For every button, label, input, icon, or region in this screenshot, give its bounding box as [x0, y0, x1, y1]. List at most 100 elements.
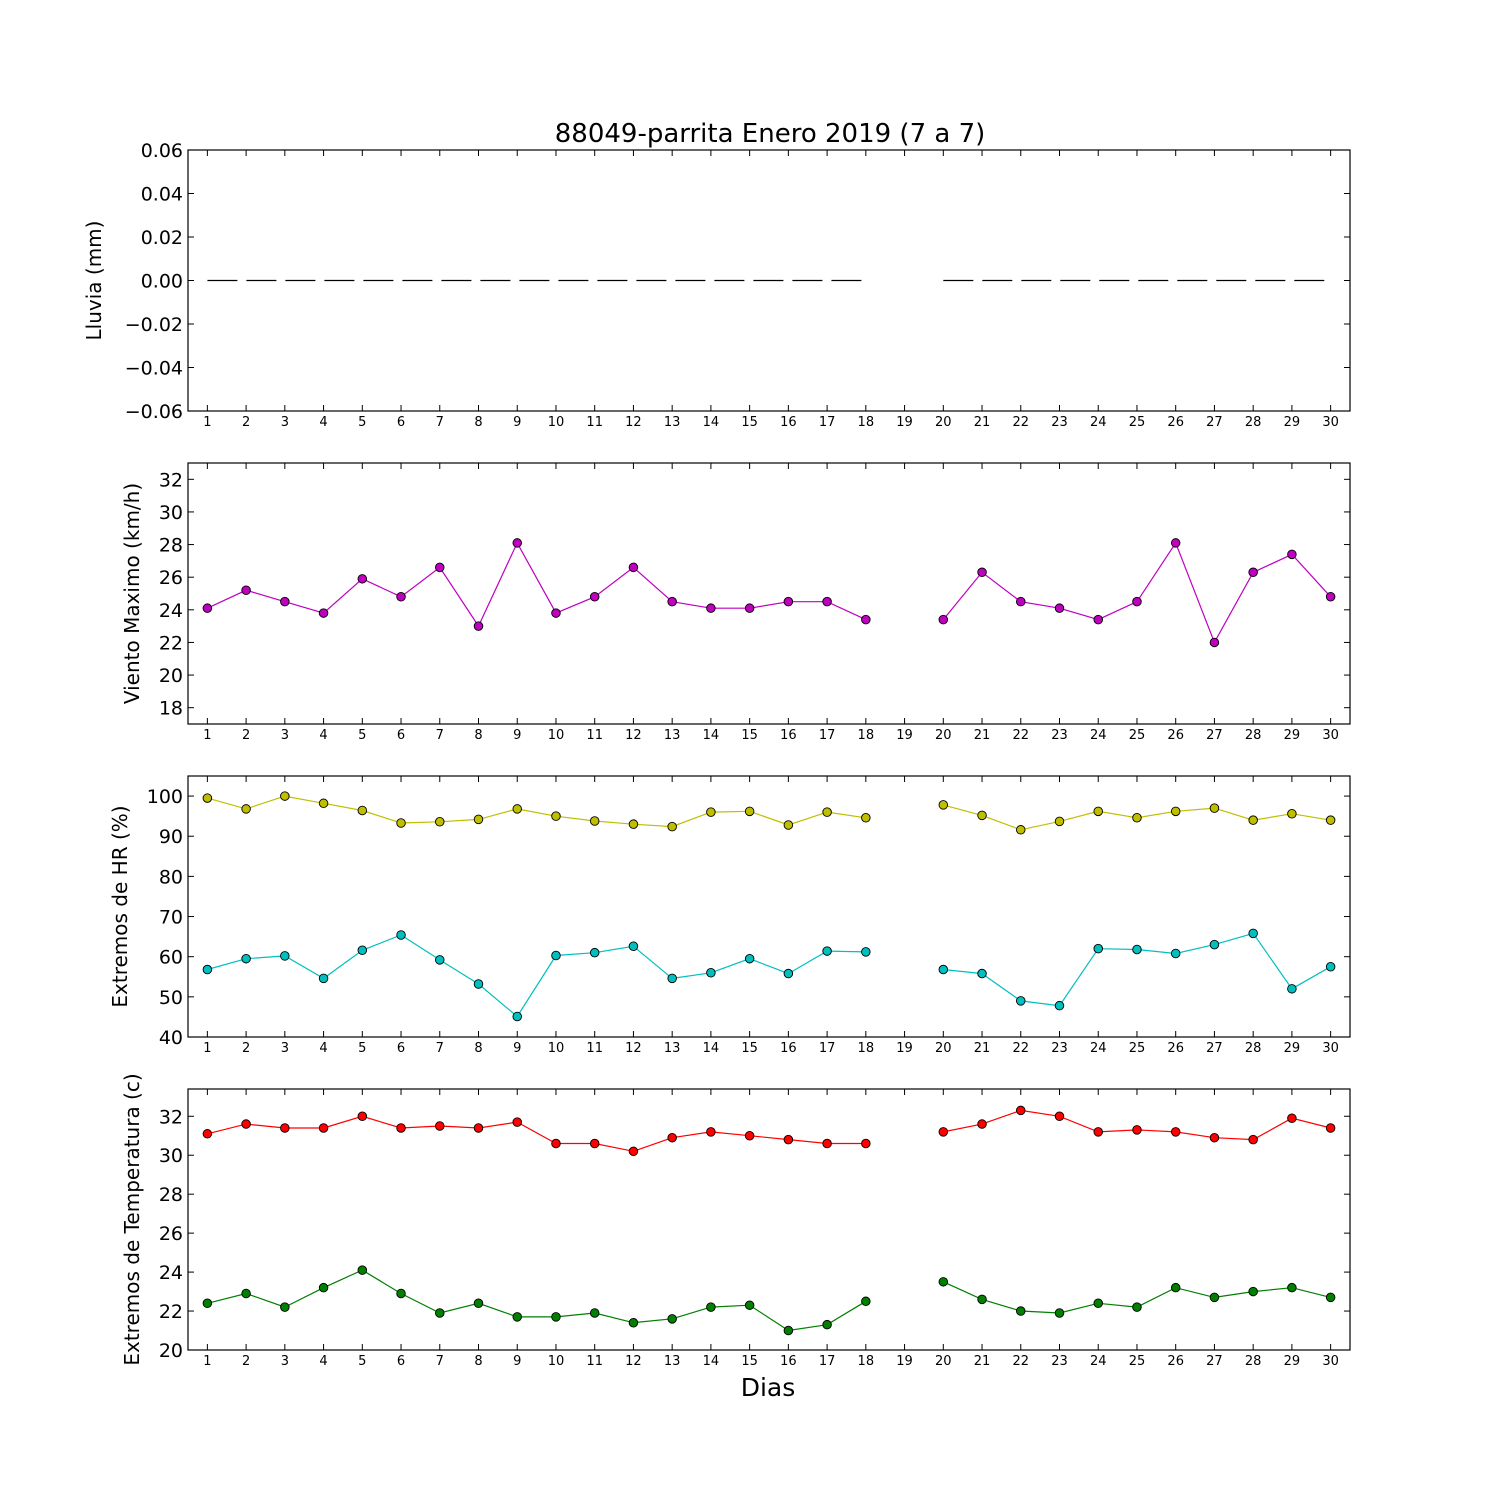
- data-point: [435, 817, 445, 827]
- data-point: [473, 1298, 484, 1309]
- data-point: [861, 1296, 871, 1307]
- data-point: [1170, 538, 1181, 548]
- x-tick-label: 6: [397, 1354, 405, 1369]
- x-tick-label: 14: [703, 1041, 720, 1056]
- x-tick-label: 28: [1245, 415, 1262, 430]
- data-point: [1093, 614, 1103, 625]
- x-tick-label: 23: [1051, 415, 1068, 430]
- x-tick-label: 28: [1245, 728, 1262, 743]
- data-point: [202, 603, 213, 613]
- data-point: [706, 1127, 716, 1137]
- x-tick-label: 16: [780, 728, 797, 743]
- x-tick-label: 12: [625, 415, 642, 430]
- x-tick-label: 15: [741, 1354, 758, 1369]
- data-point: [938, 1127, 949, 1137]
- x-tick-label: 12: [625, 728, 642, 743]
- data-point: [473, 979, 484, 989]
- data-point: [1287, 808, 1297, 819]
- data-point: [1287, 1113, 1297, 1123]
- data-point: [435, 955, 445, 965]
- x-tick-label: 29: [1284, 1354, 1301, 1369]
- data-point: [551, 1312, 561, 1322]
- x-tick-label: 13: [664, 415, 681, 430]
- x-tick-label: 28: [1245, 1041, 1262, 1056]
- x-tick-label: 21: [974, 1041, 991, 1056]
- data-point: [1248, 567, 1258, 578]
- data-point: [667, 596, 677, 607]
- x-tick-label: 1: [203, 728, 211, 743]
- data-point: [396, 930, 406, 940]
- x-tick-label: 27: [1206, 1041, 1223, 1056]
- x-tick-label: 2: [242, 728, 250, 743]
- x-tick-label: 4: [319, 1041, 327, 1056]
- data-point: [589, 592, 600, 602]
- data-point: [512, 1011, 522, 1022]
- x-tick-label: 21: [974, 728, 991, 743]
- data-point: [1093, 1127, 1103, 1137]
- x-tick-label: 19: [896, 728, 913, 743]
- x-tick-label: 8: [474, 415, 482, 430]
- data-point: [589, 1308, 600, 1318]
- data-point: [977, 1294, 987, 1305]
- data-point: [861, 614, 871, 625]
- panel-frame: [187, 1088, 1351, 1351]
- x-tick-label: 4: [319, 728, 327, 743]
- data-point: [1325, 1292, 1336, 1303]
- x-tick-label: 25: [1129, 1041, 1146, 1056]
- x-tick-label: 22: [1012, 1354, 1029, 1369]
- data-point: [744, 806, 755, 817]
- data-point: [1132, 1125, 1142, 1135]
- x-tick-label: 15: [741, 415, 758, 430]
- data-point: [1132, 596, 1142, 607]
- x-tick-label: 29: [1284, 1041, 1301, 1056]
- data-point: [861, 813, 871, 823]
- x-tick-label: 24: [1090, 728, 1107, 743]
- x-tick-label: 14: [703, 1354, 720, 1369]
- data-point: [357, 805, 368, 816]
- x-tick-label: 18: [858, 1041, 875, 1056]
- panels: 0.060.040.020.00−0.02−0.04−0.06 1 2 3 4 5 6 7 8 9…: [82, 140, 1351, 1369]
- data-point: [589, 1138, 600, 1149]
- series-line: [207, 1269, 867, 1332]
- x-tick-label: 2: [242, 1041, 250, 1056]
- y-tick-label: 22: [159, 1301, 183, 1323]
- data-point: [1209, 939, 1220, 950]
- x-tick-label: 17: [819, 415, 836, 430]
- panel-lluvia: 0.060.040.020.00−0.02−0.04−0.06 1 2 3 4 5 6 7 8 9…: [82, 140, 1351, 430]
- x-tick-label: 10: [548, 1354, 565, 1369]
- data-point: [1093, 1298, 1103, 1309]
- data-point: [280, 1302, 290, 1312]
- data-point: [396, 592, 406, 602]
- data-point: [435, 1121, 445, 1131]
- x-tick-label: 5: [358, 1041, 366, 1056]
- x-tick-label: 29: [1284, 728, 1301, 743]
- x-tick-label: 9: [513, 1354, 521, 1369]
- data-point: [744, 1130, 755, 1141]
- data-point: [241, 1288, 251, 1299]
- series-line: [207, 934, 866, 1018]
- x-tick-label: 1: [203, 1354, 211, 1369]
- x-tick-label: 6: [397, 1041, 405, 1056]
- x-tick-label: 11: [586, 415, 603, 430]
- x-tick-label: 28: [1245, 1354, 1262, 1369]
- x-tick-label: 13: [664, 1354, 681, 1369]
- data-point: [1016, 1105, 1026, 1116]
- x-axis-label: Dias: [741, 1373, 796, 1402]
- x-tick-label: 23: [1051, 1354, 1068, 1369]
- data-point: [1132, 813, 1142, 823]
- y-axis-label-hr: Extremos de HR (%): [108, 805, 132, 1007]
- data-point: [667, 821, 677, 832]
- data-point: [1132, 944, 1142, 955]
- x-tick-label: 27: [1206, 415, 1223, 430]
- data-point: [435, 562, 445, 573]
- data-point: [435, 1308, 445, 1318]
- x-tick-label: 22: [1012, 415, 1029, 430]
- data-point: [357, 1111, 368, 1122]
- x-tick-label: 19: [896, 1354, 913, 1369]
- series-line: [207, 1115, 866, 1152]
- data-point: [706, 968, 716, 978]
- data-point: [977, 1119, 987, 1129]
- y-tick-label: 28: [159, 535, 183, 557]
